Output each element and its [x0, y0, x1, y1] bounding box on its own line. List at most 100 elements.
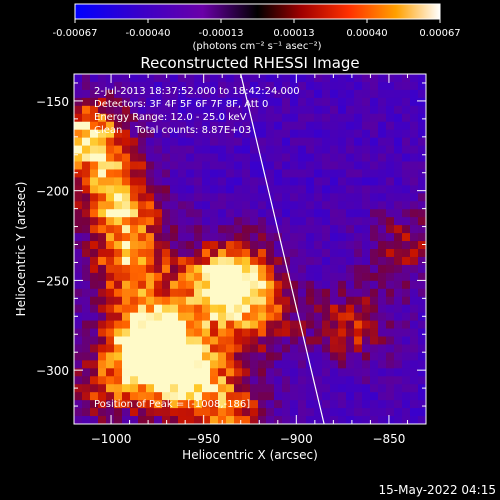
heatmap-cell [74, 256, 83, 266]
heatmap-cell [290, 408, 299, 417]
heatmap-cell [210, 272, 219, 282]
heatmap-cell [378, 296, 387, 306]
heatmap-cell [82, 408, 91, 417]
heatmap-cell [330, 272, 339, 282]
heatmap-cell [226, 304, 235, 314]
heatmap-cell [178, 201, 187, 210]
heatmap-cell [274, 249, 283, 258]
heatmap-cell [106, 185, 115, 194]
heatmap-cell [146, 169, 155, 179]
heatmap-cell [322, 392, 331, 401]
heatmap-cell [290, 304, 299, 314]
heatmap-cell [106, 336, 115, 346]
heatmap-cell [242, 360, 251, 369]
heatmap-cell [82, 272, 91, 282]
heatmap-cell [154, 272, 163, 282]
heatmap-cell [106, 264, 115, 274]
heatmap-cell [306, 384, 315, 393]
heatmap-cell [298, 145, 307, 155]
heatmap-cell [306, 241, 315, 250]
heatmap-cell [314, 384, 323, 393]
heatmap-cell [370, 312, 379, 322]
heatmap-cell [282, 312, 291, 322]
heatmap-cell [202, 280, 211, 290]
heatmap-cell [210, 185, 219, 194]
heatmap-cell [258, 344, 267, 354]
heatmap-cell [266, 264, 275, 274]
heatmap-cell [242, 177, 251, 186]
heatmap-cell [218, 392, 227, 401]
heatmap-cell [202, 105, 211, 115]
heatmap-cell [250, 169, 259, 179]
heatmap-cell [266, 288, 275, 298]
heatmap-cell [114, 280, 123, 290]
heatmap-cell [402, 105, 411, 115]
heatmap-cell [98, 400, 107, 409]
heatmap-cell [106, 169, 115, 179]
heatmap-cell [290, 217, 299, 226]
heatmap-cell [306, 185, 315, 194]
heatmap-cell [82, 233, 91, 242]
heatmap-cell [242, 201, 251, 210]
heatmap-cell [370, 304, 379, 314]
heatmap-cell [322, 185, 331, 194]
heatmap-cell [354, 368, 363, 377]
heatmap-cell [98, 89, 107, 99]
heatmap-cell [242, 113, 251, 123]
heatmap-cell [74, 209, 83, 218]
heatmap-cell [106, 392, 115, 401]
heatmap-cell [346, 225, 355, 234]
annotation-time-range: 2-Jul-2013 18:37:52.000 to 18:42:24.000 [94, 86, 300, 97]
heatmap-cell [122, 400, 131, 409]
heatmap-cell [410, 217, 419, 226]
heatmap-cell [386, 129, 395, 139]
heatmap-cell [418, 193, 426, 202]
heatmap-cell [194, 256, 203, 266]
heatmap-cell [82, 280, 91, 290]
heatmap-cell [330, 113, 339, 123]
heatmap-cell [338, 264, 347, 274]
heatmap-cell [74, 81, 83, 91]
heatmap-cell [106, 368, 115, 377]
heatmap-cell [122, 89, 131, 99]
heatmap-cell [178, 336, 187, 346]
heatmap-cell [138, 241, 147, 250]
heatmap-cell [370, 249, 379, 258]
heatmap-cell [298, 272, 307, 282]
heatmap-cell [298, 360, 307, 369]
heatmap-cell [154, 161, 163, 171]
heatmap-cell [314, 233, 323, 242]
heatmap-cell [146, 280, 155, 290]
heatmap-cell [386, 89, 395, 99]
heatmap-cell [394, 408, 403, 417]
heatmap-cell [346, 256, 355, 266]
heatmap-cell [410, 288, 419, 298]
heatmap-cell [234, 249, 243, 258]
heatmap-cell [378, 304, 387, 314]
heatmap-cell [266, 74, 275, 83]
y-tick-label: −250 [36, 274, 69, 288]
heatmap-cell [146, 185, 155, 194]
heatmap-cell [386, 161, 395, 171]
heatmap-cell [138, 137, 147, 147]
heatmap-cell [354, 296, 363, 306]
heatmap-cell [202, 137, 211, 147]
heatmap-cell [98, 113, 107, 123]
heatmap-cell [242, 225, 251, 234]
heatmap-cell [354, 209, 363, 218]
colorbar-tick-label: -0.00040 [126, 28, 171, 39]
heatmap-cell [114, 384, 123, 393]
heatmap-cell [170, 280, 179, 290]
heatmap-cell [82, 201, 91, 210]
heatmap-cell [386, 217, 395, 226]
heatmap-cell [138, 320, 147, 330]
heatmap-cell [354, 328, 363, 338]
heatmap-cell [82, 225, 91, 234]
heatmap-cell [234, 97, 243, 107]
heatmap-cell [362, 145, 371, 155]
heatmap-cell [138, 272, 147, 282]
heatmap-cell [154, 137, 163, 147]
heatmap-cell [394, 105, 403, 115]
heatmap-cell [266, 280, 275, 290]
heatmap-cell [106, 201, 115, 210]
